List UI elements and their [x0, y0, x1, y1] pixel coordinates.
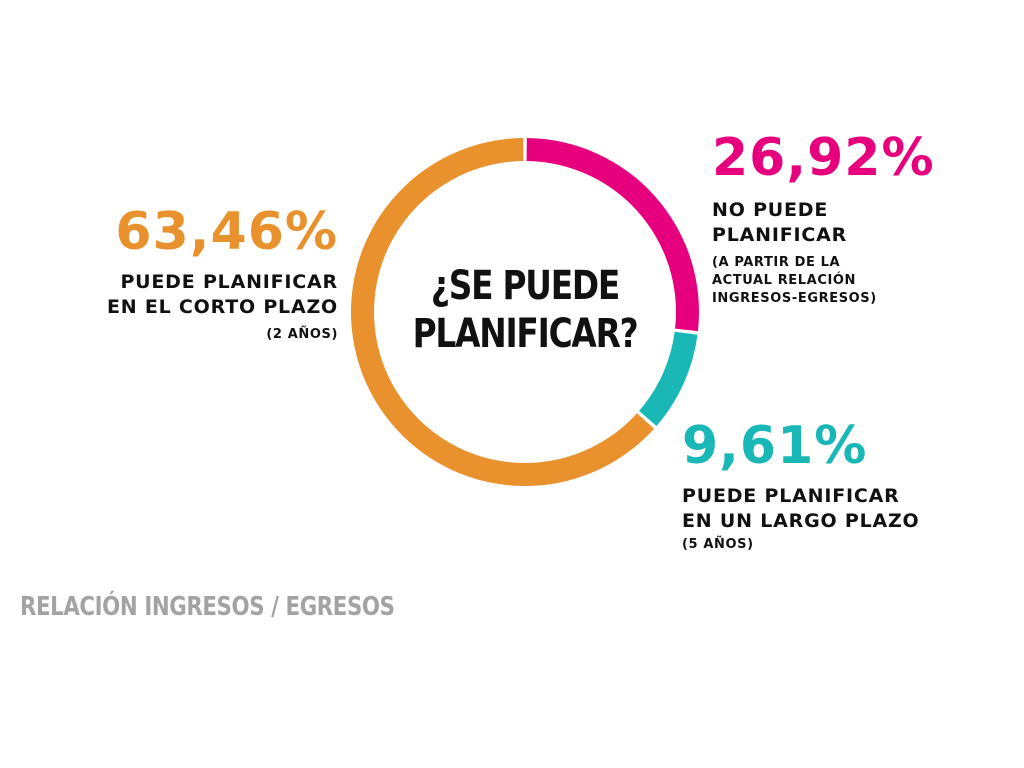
long-term-label-line-2: EN UN LARGO PLAZO — [682, 510, 920, 532]
cannot-plan-label: NO PUEDE PLANIFICAR — [712, 198, 847, 248]
long-term-percentage: 9,61% — [682, 416, 868, 476]
short-term-note: (2 AÑOS) — [266, 326, 338, 344]
chart-title-line-1: ¿SE PUEDE — [430, 263, 620, 309]
chart-title-line-2: PLANIFICAR? — [412, 311, 639, 357]
short-term-percentage: 63,46% — [115, 202, 338, 262]
cannot-plan-note-line-2: ACTUAL RELACIÓN — [712, 273, 857, 288]
donut-slice-none — [526, 138, 699, 332]
footer-caption: RELACIÓN INGRESOS / EGRESOS — [20, 592, 395, 622]
long-term-note: (5 AÑOS) — [682, 536, 754, 554]
chart-title: ¿SE PUEDE PLANIFICAR? — [406, 262, 644, 358]
cannot-plan-label-line-1: NO PUEDE — [712, 199, 829, 221]
long-term-label: PUEDE PLANIFICAR EN UN LARGO PLAZO — [682, 484, 920, 534]
donut-slice-long — [639, 331, 698, 426]
short-term-label-line-2: EN EL CORTO PLAZO — [106, 296, 338, 318]
donut-slice-short — [351, 138, 655, 487]
short-term-label: PUEDE PLANIFICAR EN EL CORTO PLAZO — [107, 270, 338, 320]
cannot-plan-note: (A PARTIR DE LA ACTUAL RELACIÓN INGRESOS… — [712, 254, 877, 308]
cannot-plan-percentage: 26,92% — [712, 128, 935, 188]
cannot-plan-label-line-2: PLANIFICAR — [712, 224, 848, 246]
cannot-plan-note-line-1: (A PARTIR DE LA — [712, 255, 841, 270]
cannot-plan-note-line-3: INGRESOS-EGRESOS) — [712, 291, 877, 306]
short-term-label-line-1: PUEDE PLANIFICAR — [120, 271, 338, 293]
short-term-note-line-1: (2 AÑOS) — [266, 327, 338, 342]
long-term-note-line-1: (5 AÑOS) — [682, 537, 754, 552]
long-term-label-line-1: PUEDE PLANIFICAR — [682, 485, 900, 507]
